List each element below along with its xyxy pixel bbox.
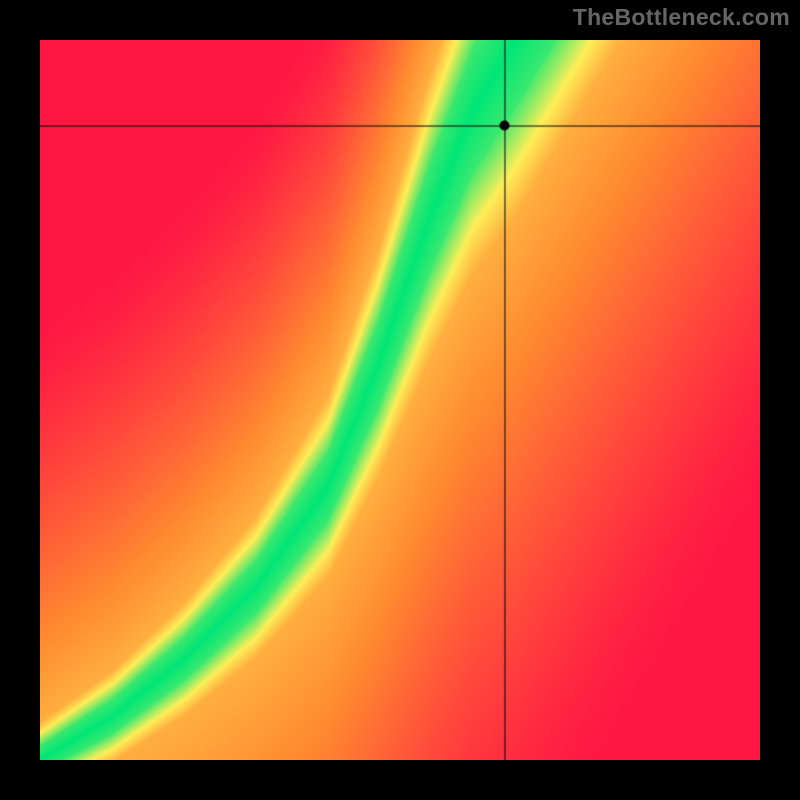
watermark-text: TheBottleneck.com <box>573 4 790 31</box>
bottleneck-heatmap <box>40 40 760 760</box>
chart-container: TheBottleneck.com <box>0 0 800 800</box>
